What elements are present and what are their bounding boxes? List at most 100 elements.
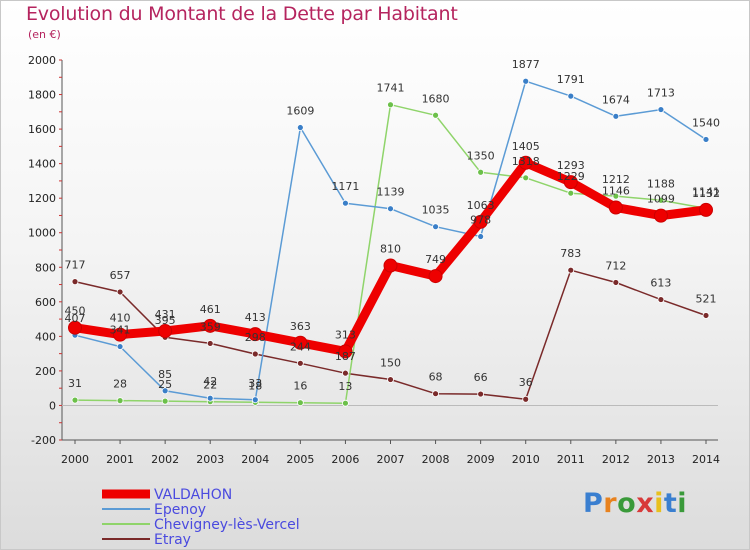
legend-label: Chevigney-lès-Vercel bbox=[154, 517, 300, 533]
data-point bbox=[567, 92, 575, 100]
chart-title: Evolution du Montant de la Dette par Hab… bbox=[26, 3, 458, 25]
data-point bbox=[203, 318, 218, 333]
y-tick-label: 1000 bbox=[28, 227, 56, 240]
data-point bbox=[296, 399, 304, 407]
data-label: 1139 bbox=[377, 186, 405, 199]
data-label: 13 bbox=[338, 380, 352, 393]
data-point bbox=[387, 376, 394, 383]
legend-label: VALDAHON bbox=[154, 487, 232, 503]
data-label: 783 bbox=[560, 247, 581, 260]
data-point bbox=[116, 397, 124, 405]
logo-letter: o bbox=[617, 488, 637, 519]
y-tick-label: 400 bbox=[35, 330, 56, 343]
data-label: 1609 bbox=[286, 105, 314, 118]
data-label: 359 bbox=[200, 320, 221, 333]
logo-letter: i bbox=[677, 488, 688, 519]
logo-letter: P bbox=[583, 488, 604, 519]
data-point bbox=[71, 278, 79, 286]
data-label: 1171 bbox=[331, 180, 359, 193]
y-tick-label: 1600 bbox=[28, 123, 56, 136]
data-point bbox=[296, 359, 304, 367]
data-point bbox=[612, 112, 620, 120]
data-label: 1141 bbox=[692, 185, 720, 198]
y-tick-label: 800 bbox=[35, 261, 56, 274]
data-label: 1229 bbox=[557, 170, 585, 183]
data-label: 431 bbox=[155, 308, 176, 321]
data-label: 1680 bbox=[422, 92, 450, 105]
proxiti-logo: Proxiti bbox=[583, 488, 687, 519]
x-tick-label: 2001 bbox=[106, 453, 134, 466]
data-label: 1212 bbox=[602, 173, 630, 186]
data-label: 810 bbox=[380, 243, 401, 256]
data-label: 341 bbox=[110, 324, 131, 337]
data-point bbox=[518, 155, 533, 170]
data-point bbox=[71, 396, 79, 404]
data-label: 978 bbox=[470, 214, 491, 227]
data-point bbox=[342, 369, 349, 377]
y-tick-label: 0 bbox=[49, 399, 56, 412]
data-label: 42 bbox=[203, 375, 217, 388]
data-label: 31 bbox=[68, 377, 82, 390]
data-label: 313 bbox=[335, 328, 356, 341]
data-point bbox=[387, 205, 394, 213]
data-point bbox=[387, 101, 394, 109]
data-point bbox=[477, 390, 485, 398]
data-label: 298 bbox=[245, 331, 266, 344]
y-tick-label: 1200 bbox=[28, 192, 56, 205]
data-label: 395 bbox=[155, 314, 176, 327]
data-point bbox=[477, 233, 485, 240]
data-label: 1791 bbox=[557, 73, 585, 86]
x-tick-label: 2000 bbox=[61, 453, 89, 466]
data-label: 28 bbox=[113, 378, 127, 391]
data-label: 244 bbox=[290, 340, 311, 353]
x-tick-label: 2009 bbox=[467, 453, 495, 466]
data-point bbox=[293, 335, 308, 350]
data-point bbox=[608, 200, 623, 215]
x-tick-label: 2004 bbox=[241, 453, 269, 466]
data-label: 712 bbox=[605, 259, 626, 272]
data-point bbox=[702, 312, 710, 319]
data-point bbox=[657, 196, 665, 204]
data-label: 1318 bbox=[512, 155, 540, 168]
data-point bbox=[522, 77, 530, 85]
data-label: 1741 bbox=[377, 82, 405, 95]
data-label: 1146 bbox=[602, 185, 630, 198]
data-point bbox=[296, 124, 304, 131]
data-label: 1188 bbox=[647, 177, 675, 190]
data-point bbox=[702, 136, 710, 143]
x-tick-label: 2011 bbox=[557, 453, 585, 466]
data-label: 1063 bbox=[467, 199, 495, 212]
data-label: 461 bbox=[200, 303, 221, 316]
data-point bbox=[161, 387, 169, 395]
data-point bbox=[432, 390, 439, 398]
data-point bbox=[477, 168, 485, 176]
legend-label: Epenoy bbox=[154, 502, 206, 518]
data-label: 410 bbox=[110, 312, 131, 325]
data-point bbox=[158, 324, 173, 339]
y-tick-label: 2000 bbox=[28, 54, 56, 67]
x-tick-label: 2012 bbox=[602, 453, 630, 466]
data-point bbox=[432, 111, 439, 119]
data-point bbox=[432, 223, 439, 231]
data-point bbox=[116, 343, 124, 350]
y-axis-ticks: -200 0 200 400 600 800 1000 1200 1400 1600 1800 200… bbox=[28, 54, 56, 447]
data-label: 16 bbox=[293, 380, 307, 393]
data-label: 1293 bbox=[557, 159, 585, 172]
data-point bbox=[567, 266, 575, 274]
y-tick-label: 200 bbox=[35, 365, 56, 378]
data-label: 1035 bbox=[422, 204, 450, 217]
data-point bbox=[522, 174, 530, 182]
data-label: 613 bbox=[650, 277, 671, 290]
data-label: 1674 bbox=[602, 93, 630, 106]
data-point bbox=[563, 175, 578, 190]
series-line bbox=[74, 80, 707, 401]
data-point bbox=[248, 327, 263, 342]
data-point bbox=[612, 279, 620, 286]
x-axis-ticks: 2000 2001 2002 2003 2004 2005 2006 2007 2008 2009… bbox=[61, 440, 720, 466]
data-label: 1540 bbox=[692, 116, 720, 129]
y-tick-label: 1800 bbox=[28, 89, 56, 102]
legend-label: Etray bbox=[154, 532, 191, 548]
